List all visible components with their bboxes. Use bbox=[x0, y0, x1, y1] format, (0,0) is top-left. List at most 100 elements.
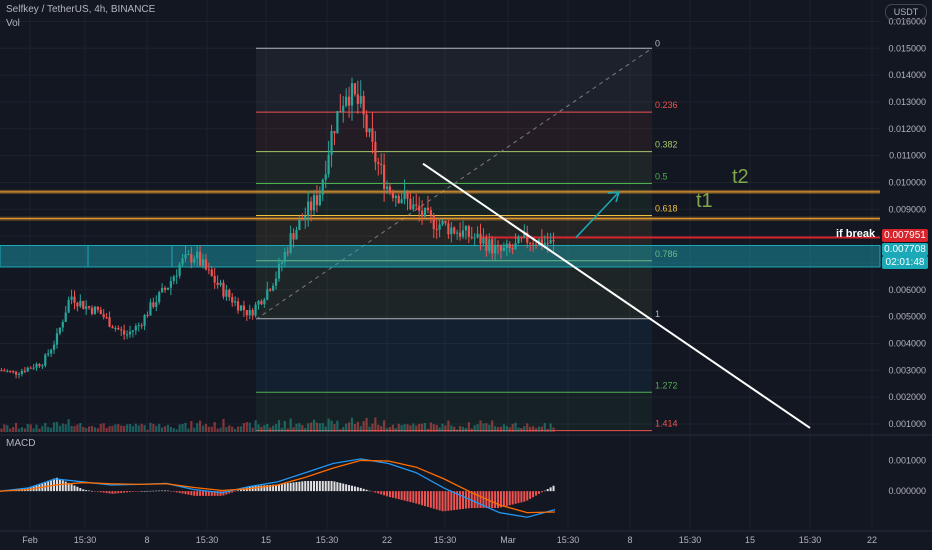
candle-body bbox=[283, 251, 286, 263]
candle-body bbox=[318, 194, 321, 206]
candle-body bbox=[374, 141, 377, 163]
currency-pill[interactable]: USDT bbox=[885, 4, 927, 20]
volume-bar bbox=[321, 423, 324, 432]
candle-body bbox=[383, 164, 386, 189]
macd-histogram-bar bbox=[277, 484, 280, 492]
volume-bar bbox=[496, 427, 500, 432]
candle-body bbox=[158, 292, 161, 303]
price-tick-label: 0.016000 bbox=[888, 16, 926, 26]
candle-body bbox=[505, 243, 508, 248]
price-tick-label: 0.002000 bbox=[888, 392, 926, 402]
candle-body bbox=[391, 191, 394, 199]
volume-bar bbox=[210, 426, 213, 432]
macd-histogram-bar bbox=[128, 491, 131, 493]
macd-histogram-bar bbox=[502, 491, 505, 507]
volume-bar bbox=[508, 427, 511, 432]
candle-body bbox=[196, 251, 199, 259]
volume-bar bbox=[394, 428, 397, 432]
signal-line bbox=[0, 459, 556, 514]
macd-histogram-bar bbox=[359, 487, 362, 492]
price-tick-label: 0.010000 bbox=[888, 177, 926, 187]
volume-bar bbox=[464, 427, 468, 432]
candle-body bbox=[58, 327, 61, 334]
macd-histogram-bar bbox=[117, 491, 120, 494]
macd-histogram-bar bbox=[479, 491, 482, 509]
volume-bar bbox=[228, 425, 231, 432]
macd-histogram-bar bbox=[456, 491, 459, 510]
candle-body bbox=[309, 201, 313, 211]
candle-body bbox=[184, 254, 187, 259]
macd-histogram-bar bbox=[257, 485, 260, 492]
candle-body bbox=[166, 287, 170, 290]
candle-body bbox=[467, 226, 470, 237]
drawings[interactable] bbox=[422, 162, 811, 429]
macd-histogram-bar bbox=[476, 491, 479, 509]
fib-band bbox=[256, 151, 652, 184]
candlesticks bbox=[0, 77, 555, 379]
macd-histogram-bar bbox=[345, 484, 348, 492]
candle-body bbox=[494, 245, 497, 254]
break-level-tag: 0.007951 bbox=[882, 229, 928, 242]
time-axis[interactable]: Feb 15:30 8 15:30 15 15:30 22 15:30 Mar 15:30 8 15:… bbox=[0, 530, 932, 545]
volume-bar bbox=[242, 423, 246, 432]
macd-histogram-bar bbox=[348, 485, 351, 492]
macd-histogram-bar bbox=[210, 491, 213, 496]
volume-bar bbox=[193, 427, 196, 432]
volume-bar bbox=[456, 429, 459, 432]
macd-histogram-bar bbox=[96, 491, 99, 492]
volume-bar bbox=[260, 426, 263, 432]
time-tick-label: 15 bbox=[261, 535, 271, 545]
volume-bar bbox=[225, 427, 228, 432]
macd-histogram-bar bbox=[126, 491, 129, 493]
volume-bar bbox=[406, 424, 409, 432]
candle-body bbox=[412, 204, 415, 210]
fib-band bbox=[256, 112, 652, 152]
candle-body bbox=[502, 247, 505, 251]
volume-bar bbox=[23, 428, 26, 432]
candle-body bbox=[479, 233, 482, 244]
macd-histogram-bar bbox=[313, 481, 316, 492]
candle-body bbox=[257, 301, 260, 305]
candle-body bbox=[488, 239, 491, 251]
fibonacci-retracement[interactable]: 0 0.236 0.382 0.5 0.618 0.786 1 1.272 1.414 bbox=[255, 38, 678, 432]
candle-body bbox=[347, 96, 351, 106]
volume-bar bbox=[438, 427, 441, 432]
candle-body bbox=[324, 174, 327, 180]
volume-bar bbox=[511, 423, 514, 432]
candle-body bbox=[108, 317, 111, 327]
volume-bar bbox=[330, 420, 333, 432]
volume-bar bbox=[269, 427, 272, 432]
volume-bar bbox=[523, 426, 526, 432]
candle-body bbox=[146, 315, 149, 317]
candle-body bbox=[181, 258, 184, 265]
volume-bar bbox=[29, 424, 32, 432]
macd-histogram-bar bbox=[374, 491, 377, 493]
volume-bar bbox=[245, 422, 248, 432]
macd-histogram-bar bbox=[441, 491, 444, 512]
candle-body bbox=[9, 370, 12, 372]
macd-histogram-bar bbox=[523, 491, 526, 502]
candle-body bbox=[330, 131, 333, 155]
macd-histogram-bar bbox=[266, 485, 269, 492]
time-tick-label: 15:30 bbox=[799, 535, 822, 545]
macd-histogram-bar bbox=[196, 491, 199, 496]
candle-body bbox=[163, 287, 167, 290]
candle-body bbox=[415, 204, 418, 206]
volume-bar bbox=[117, 424, 120, 432]
candle-body bbox=[6, 370, 9, 372]
candle-body bbox=[175, 275, 178, 277]
candle-body bbox=[125, 334, 129, 336]
candle-body bbox=[520, 236, 523, 238]
candle-body bbox=[514, 243, 517, 250]
volume-bar bbox=[534, 428, 538, 432]
volume-bar bbox=[307, 423, 310, 432]
volume-bar bbox=[134, 423, 137, 432]
volume-bar bbox=[301, 425, 304, 432]
macd-histogram-bar bbox=[146, 490, 149, 492]
macd-histogram-bar bbox=[330, 481, 333, 492]
candle-body bbox=[76, 302, 79, 307]
candle-body bbox=[321, 179, 324, 195]
volume-bar bbox=[292, 427, 295, 432]
macd-histogram-bar bbox=[391, 491, 394, 498]
